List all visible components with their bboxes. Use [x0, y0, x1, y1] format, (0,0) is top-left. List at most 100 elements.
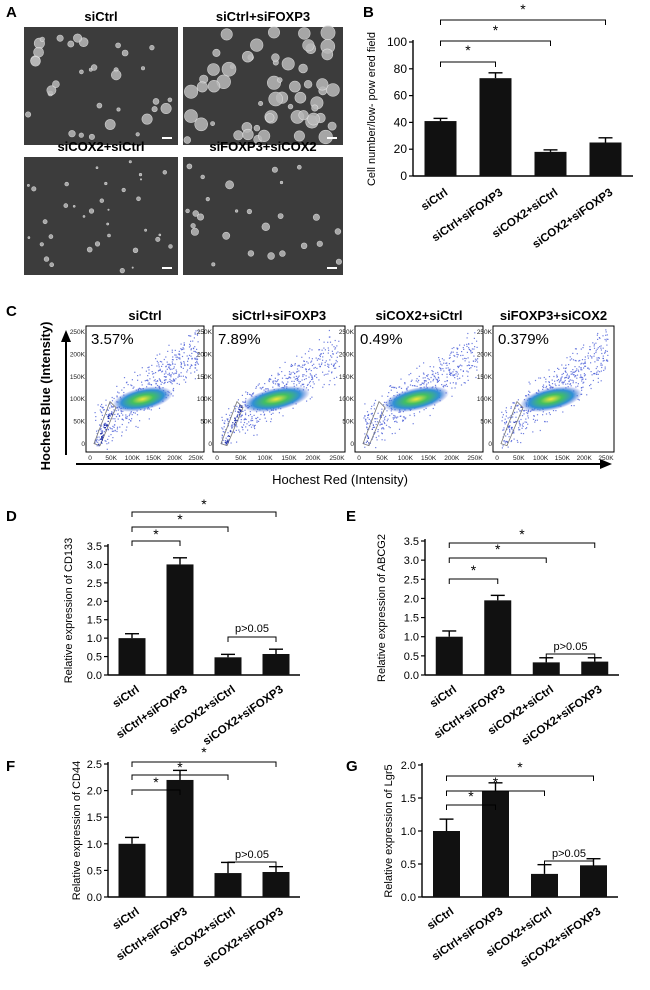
flow-event [180, 363, 182, 365]
flow-event [597, 332, 599, 335]
y-tick-label: 2.0 [87, 596, 102, 608]
flow-event [564, 379, 566, 382]
flow-event [312, 381, 314, 383]
flow-event [306, 361, 308, 363]
flow-event [566, 373, 568, 375]
flow-event [548, 376, 551, 378]
flow-event [374, 399, 377, 401]
flow-event [585, 378, 587, 380]
flow-event [245, 426, 247, 428]
flow-event [134, 371, 136, 373]
cell-colony [88, 133, 95, 140]
flow-event [448, 363, 450, 365]
flow-event [260, 413, 262, 416]
cell-colony [46, 85, 57, 96]
bar [214, 657, 242, 675]
flow-event [128, 418, 130, 421]
cell-colony [196, 81, 208, 93]
flow-event [182, 367, 184, 369]
cell-colony [128, 160, 132, 164]
flow-event [173, 367, 175, 370]
flow-event [288, 371, 291, 373]
flow-event [501, 416, 504, 418]
flow-event [174, 372, 176, 374]
micrograph-title: siCtrl [84, 9, 117, 24]
flow-event [253, 434, 255, 436]
flow-event [318, 349, 321, 351]
flow-event [112, 406, 114, 408]
flow-event [172, 390, 175, 392]
flow-event [305, 369, 307, 371]
flow-event [516, 439, 518, 442]
flow-event [476, 340, 478, 342]
flow-event [561, 376, 563, 378]
flow-event [156, 365, 158, 367]
cell-colony [300, 242, 308, 250]
flow-event [181, 355, 184, 358]
flow-event [319, 358, 321, 360]
bar [214, 873, 242, 897]
flow-event [443, 359, 445, 361]
cell-colony [138, 173, 143, 177]
flow-event [605, 331, 607, 333]
flow-event [524, 421, 526, 423]
flow-event [512, 402, 514, 404]
flow-event [183, 379, 185, 381]
flow-event [228, 408, 230, 410]
flow-event [532, 418, 535, 420]
flow-event [388, 392, 390, 394]
flow-event [173, 380, 175, 382]
flow-event [409, 384, 412, 386]
flow-event [453, 374, 455, 376]
flow-event [381, 432, 383, 434]
flow-event [438, 377, 440, 379]
flow-event [248, 424, 250, 427]
y-tick-label: 0.5 [401, 859, 416, 871]
flow-event [583, 373, 585, 375]
flow-event [422, 372, 425, 374]
flow-density-core [112, 386, 173, 412]
flow-event [148, 372, 150, 374]
flow-event [527, 417, 529, 419]
flow-event [97, 429, 99, 431]
flow-event [304, 363, 306, 365]
flow-event [131, 418, 133, 420]
flow-event [443, 362, 445, 364]
flow-event [521, 406, 523, 408]
flow-event [240, 409, 242, 411]
flow-event [125, 429, 127, 431]
flow-event [555, 410, 557, 412]
flow-event [525, 428, 527, 430]
x-arrow [76, 459, 612, 469]
flow-event [438, 359, 440, 361]
side-population-gate [500, 400, 524, 447]
flow-event [181, 348, 184, 350]
flow-y-tick: 0 [488, 441, 492, 448]
y-tick-label: 3.0 [404, 555, 419, 567]
flow-density-core [520, 386, 582, 412]
flow-x-tick: 50K [105, 455, 117, 462]
flow-event [364, 415, 366, 417]
flow-event [313, 383, 315, 385]
flow-event [169, 374, 171, 376]
side-population-percent: 3.57% [91, 331, 134, 348]
flow-event [121, 423, 123, 426]
x-category-label: siCtrl [111, 684, 142, 711]
flow-event [366, 434, 369, 436]
flow-event [425, 385, 427, 387]
flow-event [574, 371, 576, 373]
flow-event [105, 404, 107, 406]
flow-event [327, 363, 329, 365]
flow-event [451, 387, 453, 389]
flow-event [178, 357, 180, 359]
flow-event [581, 378, 583, 380]
flow-event [381, 423, 383, 425]
flow-event [147, 383, 149, 385]
flow-event [334, 339, 336, 342]
flow-event [374, 421, 376, 423]
flow-event [446, 380, 448, 382]
cell-colony [49, 262, 55, 268]
flow-event [413, 413, 415, 415]
flow-event [103, 426, 105, 428]
flow-event [159, 353, 161, 355]
